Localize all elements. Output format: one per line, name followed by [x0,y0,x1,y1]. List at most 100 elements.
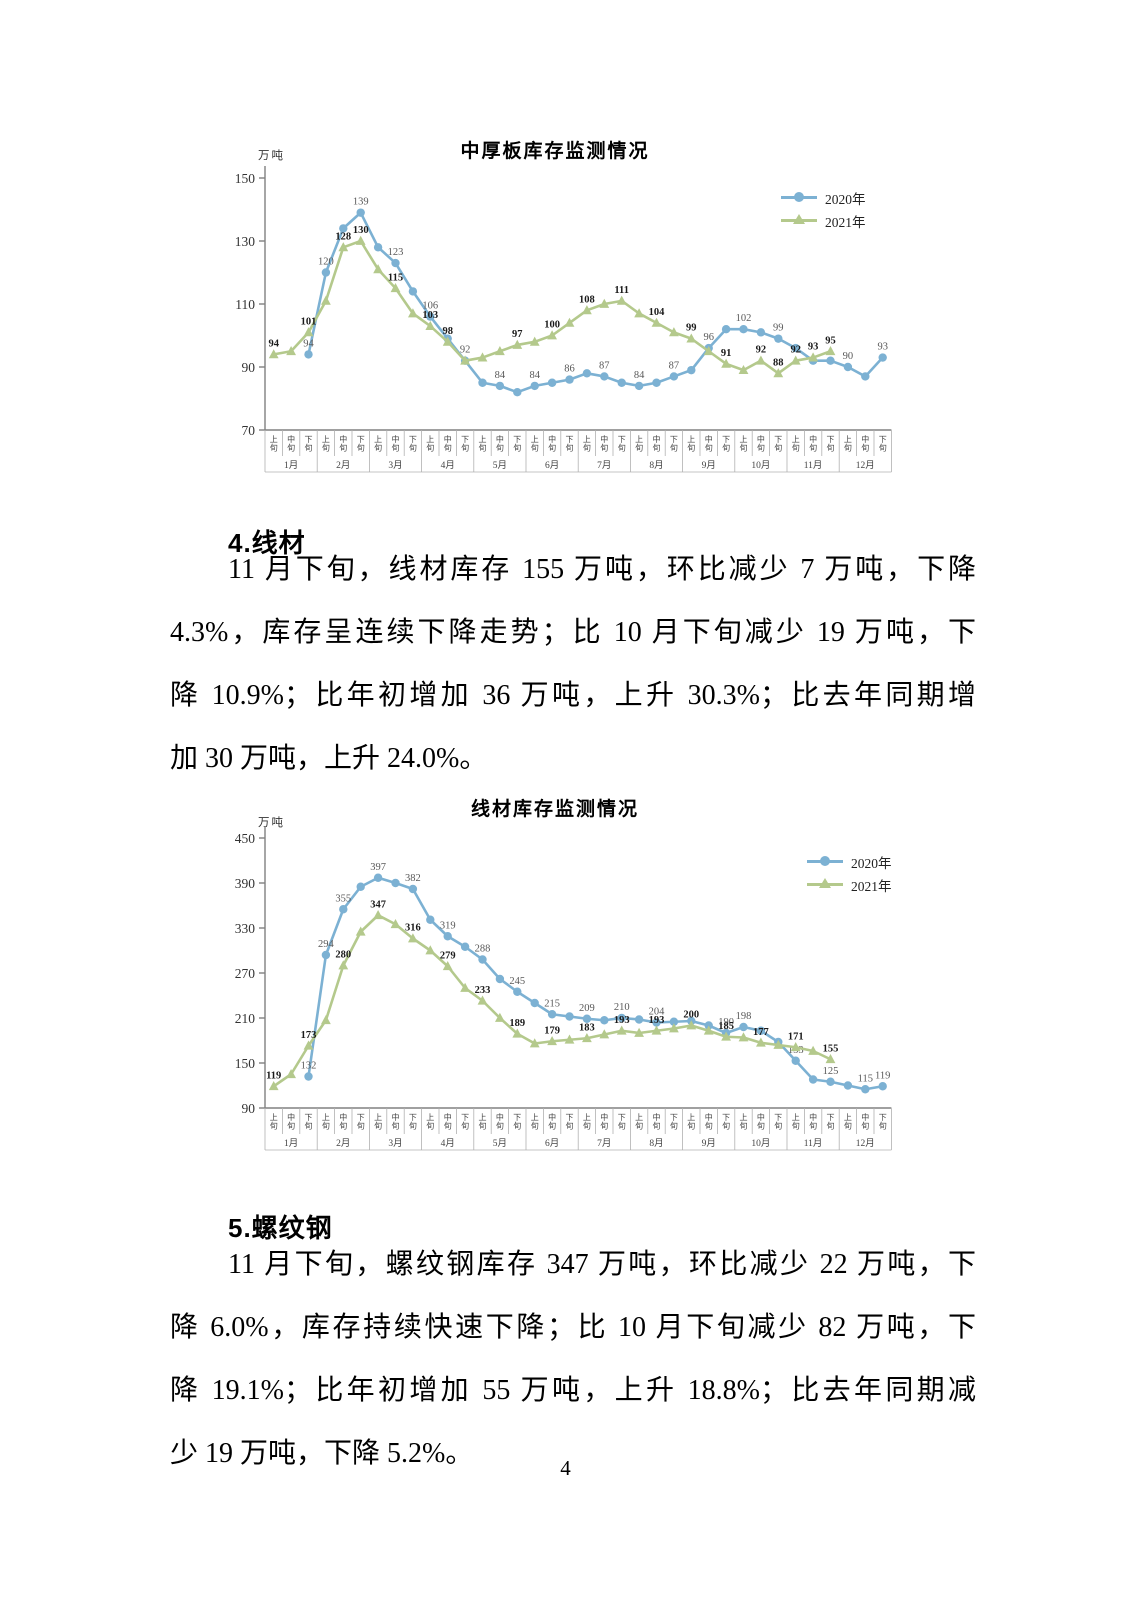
svg-text:97: 97 [512,329,523,340]
svg-text:111: 111 [614,285,629,296]
svg-text:450: 450 [235,831,256,846]
paragraph-line: 少 19 万吨，下降 5.2%。 [170,1438,474,1469]
svg-text:87: 87 [599,360,610,371]
svg-text:10月: 10月 [751,1138,770,1149]
svg-text:98: 98 [442,326,453,337]
svg-text:5月: 5月 [493,1138,507,1149]
svg-text:106: 106 [422,301,438,312]
svg-text:3月: 3月 [388,1138,402,1149]
svg-text:330: 330 [235,921,256,936]
svg-text:1月: 1月 [284,460,298,471]
svg-text:8月: 8月 [649,460,663,471]
page-number: 4 [560,1456,571,1480]
svg-text:下旬: 下旬 [722,1113,730,1131]
svg-text:下旬: 下旬 [774,435,782,453]
svg-text:183: 183 [579,1022,595,1033]
legend-label: 2021年 [851,878,892,894]
svg-text:9月: 9月 [702,1138,716,1149]
svg-text:93: 93 [877,342,888,353]
svg-text:347: 347 [370,899,386,910]
svg-text:下旬: 下旬 [357,1113,365,1131]
svg-text:233: 233 [475,985,491,996]
svg-text:中旬: 中旬 [339,434,347,453]
svg-text:上旬: 上旬 [426,435,434,453]
svg-text:下旬: 下旬 [879,1113,887,1131]
svg-text:上旬: 上旬 [479,435,487,453]
svg-text:下旬: 下旬 [774,1113,782,1131]
svg-text:下旬: 下旬 [827,435,835,453]
svg-text:中旬: 中旬 [444,434,452,453]
svg-text:119: 119 [875,1070,890,1081]
svg-text:上旬: 上旬 [531,1113,539,1131]
svg-text:中旬: 中旬 [496,434,504,453]
section-heading-wire-rod: 4.线材 [228,528,306,558]
svg-text:119: 119 [266,1070,281,1081]
svg-text:中旬: 中旬 [809,434,817,453]
svg-text:4月: 4月 [441,1138,455,1149]
svg-text:93: 93 [808,342,819,353]
y-axis-unit-label: 万吨 [258,817,285,829]
svg-text:中旬: 中旬 [600,1112,608,1131]
svg-text:上旬: 上旬 [426,1113,434,1131]
svg-text:280: 280 [335,950,351,961]
svg-text:130: 130 [353,225,369,236]
svg-text:99: 99 [773,323,784,334]
svg-text:中旬: 中旬 [653,434,661,453]
svg-text:上旬: 上旬 [374,1113,382,1131]
line-triangle-marker-icon [781,214,817,224]
svg-text:90: 90 [242,360,256,375]
svg-text:中旬: 中旬 [705,434,713,453]
svg-text:84: 84 [634,370,645,381]
svg-text:288: 288 [475,944,491,955]
svg-text:94: 94 [268,338,279,349]
svg-text:92: 92 [460,345,471,356]
svg-text:中旬: 中旬 [809,1112,817,1131]
svg-text:中旬: 中旬 [757,1112,765,1131]
legend-item-2020: 2020年 [781,186,866,209]
svg-text:139: 139 [353,197,369,208]
svg-text:171: 171 [788,1031,804,1042]
svg-text:下旬: 下旬 [566,1113,574,1131]
svg-text:204: 204 [649,1007,666,1018]
svg-text:198: 198 [736,1011,752,1022]
svg-text:中旬: 中旬 [861,434,869,453]
svg-text:下旬: 下旬 [670,1113,678,1131]
paragraph-line: 降 10.9%；比年初增加 36 万吨，上升 30.3%；比去年同期增 [170,680,976,711]
svg-text:5月: 5月 [493,460,507,471]
svg-text:上旬: 上旬 [270,1113,278,1131]
svg-text:下旬: 下旬 [357,435,365,453]
svg-text:108: 108 [579,294,595,305]
chart-title: 线材库存监测情况 [470,799,639,820]
svg-text:382: 382 [405,873,421,884]
svg-text:92: 92 [790,345,801,356]
paragraph-line: 降 19.1%；比年初增加 55 万吨，上升 18.8%；比去年同期减 [170,1375,976,1406]
paragraph-line: 4.3%，库存呈连续下降走势；比 10 月下旬减少 19 万吨，下 [170,617,976,648]
svg-text:下旬: 下旬 [827,1113,835,1131]
line-triangle-marker-icon [807,878,843,888]
svg-text:上旬: 上旬 [740,1113,748,1131]
svg-text:11月: 11月 [804,1138,823,1149]
svg-text:101: 101 [301,316,317,327]
svg-text:150: 150 [235,1056,256,1071]
svg-text:125: 125 [823,1066,839,1077]
svg-text:上旬: 上旬 [635,435,643,453]
svg-text:190: 190 [718,1017,734,1028]
svg-text:88: 88 [773,357,784,368]
svg-text:下旬: 下旬 [461,435,469,453]
svg-text:上旬: 上旬 [635,1113,643,1131]
svg-text:中旬: 中旬 [861,1112,869,1131]
chart-plot-area: 1501301109070上旬中旬下旬上旬中旬下旬上旬中旬下旬上旬中旬下旬上旬中… [235,166,892,473]
svg-text:90: 90 [843,351,854,362]
svg-text:7月: 7月 [597,1138,611,1149]
svg-text:下旬: 下旬 [670,435,678,453]
svg-text:7月: 7月 [597,460,611,471]
svg-text:245: 245 [509,976,525,987]
svg-text:95: 95 [825,335,836,346]
svg-text:中旬: 中旬 [339,1112,347,1131]
svg-text:9月: 9月 [702,460,716,471]
plate-inventory-chart: 中厚板库存监测情况 万吨 150 130 110 90 70 上旬 中旬 下旬 上旬 中旬 下旬 上旬… [225,130,915,480]
svg-text:下旬: 下旬 [618,1113,626,1131]
svg-text:86: 86 [564,364,575,375]
legend-item-2020: 2020年 [807,850,892,873]
svg-text:102: 102 [736,313,752,324]
